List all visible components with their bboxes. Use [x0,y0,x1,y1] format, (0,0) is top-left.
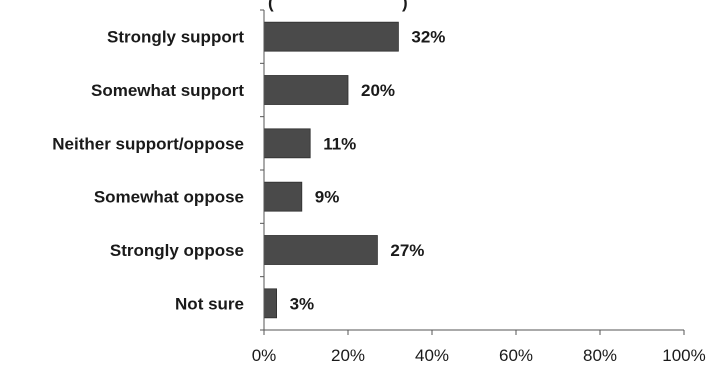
category-label-0: Strongly support [107,28,244,47]
bar-2 [263,128,311,159]
data-label-2: 11% [323,134,356,153]
category-label-2: Neither support/oppose [52,134,244,153]
x-tick-label-4: 80% [583,346,617,365]
bar-3 [263,181,303,212]
category-labels: Strongly support Somewhat support Neither … [52,28,244,314]
data-label-1: 20% [361,81,395,100]
data-label-0: 32% [411,28,445,47]
bar-5 [263,288,278,319]
bar-1 [263,75,349,105]
bars-group [263,21,399,319]
category-label-5: Not sure [175,294,244,313]
top-paren-right: ) [402,0,408,12]
category-label-3: Somewhat oppose [94,188,244,207]
data-labels: 32% 20% 11% 9% 27% 3% [290,28,446,314]
top-paren-left: ( [268,0,274,12]
x-tick-label-2: 40% [415,346,449,365]
axes: 0% 20% 40% 60% 80% 100% [252,9,706,365]
data-label-5: 3% [290,294,315,313]
category-label-1: Somewhat support [91,81,244,100]
bar-0 [263,21,399,52]
x-tick-label-0: 0% [252,346,277,365]
data-label-4: 27% [390,241,424,260]
x-tick-label-1: 20% [331,346,365,365]
data-label-3: 9% [315,188,340,207]
x-tick-label-5: 100% [662,346,705,365]
category-label-4: Strongly oppose [110,241,244,260]
bar-4 [263,235,378,265]
x-tick-label-3: 60% [499,346,533,365]
